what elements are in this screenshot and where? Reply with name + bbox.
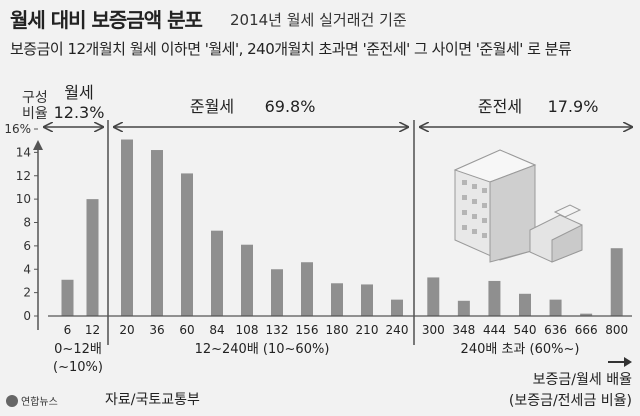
x-axis-label-1: 보증금/월세 배율 [533,372,632,388]
group-name-junjeonse: 준전세 [478,97,522,116]
building-illustration [453,149,583,263]
source-note: 자료/국토교통부 [105,392,200,408]
logo-text: 연합뉴스 [21,397,58,408]
chart-title: 월세 대비 보증금액 분포 [10,8,203,32]
x-tick-label: 180 [326,323,349,337]
chart-subtitle-date: 2014년 월세 실거래건 기준 [230,11,407,29]
y-tick-label: 2 [23,286,31,300]
y-tick-label: 14 [16,145,31,159]
logo: 연합뉴스 [6,393,58,408]
y-axis-label-1: 구성 [22,90,48,106]
range-label-junwolse: 12~240배 (10~60%) [195,342,330,357]
y-tick-label: 8 [23,216,31,230]
bar-12 [86,199,99,316]
x-tick-label: 12 [85,323,100,337]
range-label-junjeonse: 240배 초과 (60%~) [461,342,580,357]
bar-210 [361,284,373,316]
chart-description: 보증금이 12개월치 월세 이하면 '월세', 240개월치 초과면 '준전세'… [10,40,572,58]
y-tick-label: 6 [23,239,31,253]
x-tick-label: 60 [179,323,194,337]
group-name-junwolse: 준월세 [190,97,234,116]
y-tick-label: 16% [4,122,31,136]
bar-20 [121,139,133,316]
bar-636 [549,299,562,316]
y-tick-label: 4 [23,262,31,276]
x-tick-label: 800 [605,323,628,337]
y-tick-label: 10 [16,192,31,206]
x-tick-label: 132 [266,323,289,337]
bar-348 [457,300,470,316]
x-axis-label-2: (보증금/전세금 비율) [509,393,632,409]
y-tick-label: 0 [23,309,31,323]
group-name-wolse: 월세 [64,83,93,102]
bar-800 [610,248,623,316]
group-percent-junwolse: 69.8% [265,97,316,116]
x-tick-label: 36 [149,323,164,337]
bar-180 [331,283,343,316]
x-axis-arrowhead [624,357,632,367]
logo-mark-icon [6,394,18,407]
bar-540 [519,293,531,316]
y-axis-arrowhead [33,140,43,150]
group-percent-junjeonse: 17.9% [548,97,599,116]
x-tick-label: 156 [296,323,319,337]
y-tick-label: 12 [16,169,31,183]
x-tick-label: 20 [119,323,134,337]
group-percent-wolse: 12.3% [54,103,105,122]
x-tick-label: 348 [452,323,475,337]
bar-666 [580,313,593,316]
bar-36 [151,150,163,316]
bar-240 [391,299,403,316]
x-tick-label: 300 [422,323,445,337]
bar-156 [301,262,313,316]
y-axis-label-2: 비율 [22,106,48,122]
x-tick-label: 666 [575,323,598,337]
x-tick-label: 6 [64,323,72,337]
x-tick-label: 108 [236,323,259,337]
range-label-wolse-2: (~10%) [53,360,103,375]
bar-60 [181,173,193,316]
x-tick-label: 240 [386,323,409,337]
x-tick-label: 84 [209,323,224,337]
x-tick-label: 636 [544,323,567,337]
bar-108 [241,244,253,316]
bar-84 [211,230,223,316]
bar-444 [488,280,501,316]
range-label-wolse-1: 0~12배 [54,342,102,357]
x-tick-label: 540 [514,323,537,337]
bar-6 [61,279,74,316]
bar-300 [427,277,440,316]
x-tick-label: 210 [356,323,379,337]
x-tick-label: 444 [483,323,506,337]
bar-132 [271,269,283,316]
